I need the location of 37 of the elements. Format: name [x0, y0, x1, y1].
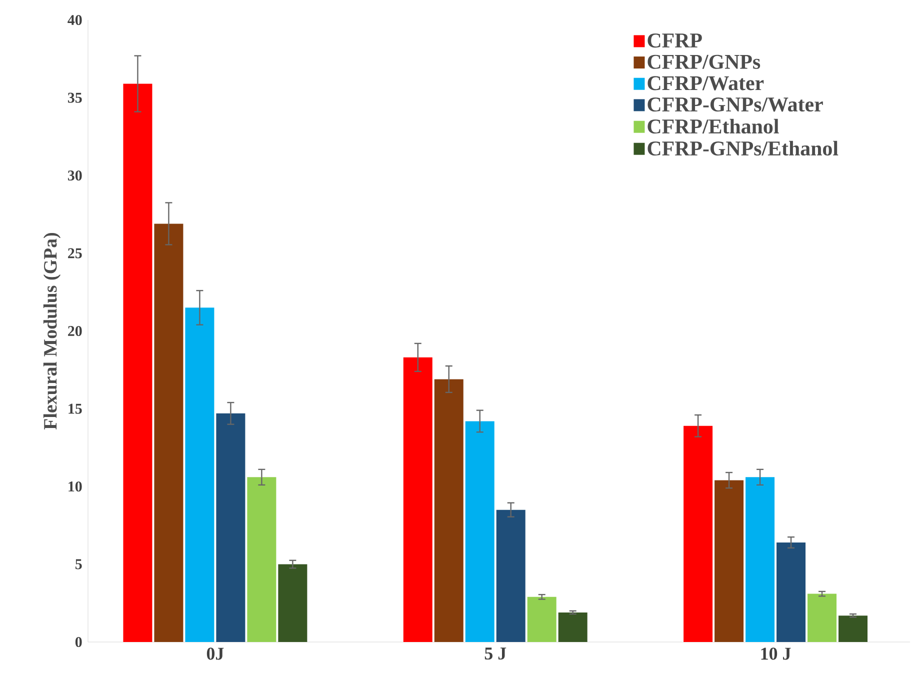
y-tick-label: 15 — [68, 404, 82, 414]
y-tick-label: 10 — [68, 481, 82, 492]
bar — [838, 616, 868, 642]
legend-label: CFRP/Ethanol — [648, 118, 779, 134]
bar — [684, 426, 713, 642]
y-tick-label: 40 — [68, 14, 82, 26]
bar — [216, 413, 246, 642]
bar — [558, 612, 588, 642]
legend-label: CFRP/GNPs — [648, 54, 760, 69]
bar — [185, 308, 214, 642]
bar — [496, 510, 526, 642]
bar — [808, 594, 837, 642]
x-tick-label: 0J — [206, 648, 224, 660]
y-tick-label: 25 — [68, 248, 82, 258]
bar — [247, 477, 276, 642]
bar — [278, 564, 308, 642]
y-tick-label: 30 — [68, 170, 82, 181]
bar — [776, 542, 806, 642]
bar — [403, 357, 432, 642]
legend-label: CFRP — [648, 34, 702, 48]
bar — [434, 379, 464, 642]
x-tick-label: 5 J — [484, 648, 506, 660]
x-tick-label: 10 J — [761, 648, 791, 660]
y-tick-label: 20 — [68, 326, 82, 336]
y-tick-label: 0 — [75, 636, 82, 648]
bar — [154, 224, 184, 642]
y-tick-label: 35 — [68, 92, 82, 103]
legend-label: CFRP-GNPs/Water — [648, 98, 823, 112]
bar — [527, 596, 556, 642]
bar — [123, 84, 152, 642]
bar — [714, 480, 744, 642]
legend-label: CFRP/Water — [648, 76, 764, 90]
legend-label: CFRP-GNPs/Ethanol — [648, 140, 838, 156]
bar — [746, 477, 775, 642]
y-tick-label: 5 — [75, 559, 82, 570]
y-axis-title: Flexural Modulus (GPa) — [43, 232, 61, 430]
bar — [465, 421, 494, 642]
